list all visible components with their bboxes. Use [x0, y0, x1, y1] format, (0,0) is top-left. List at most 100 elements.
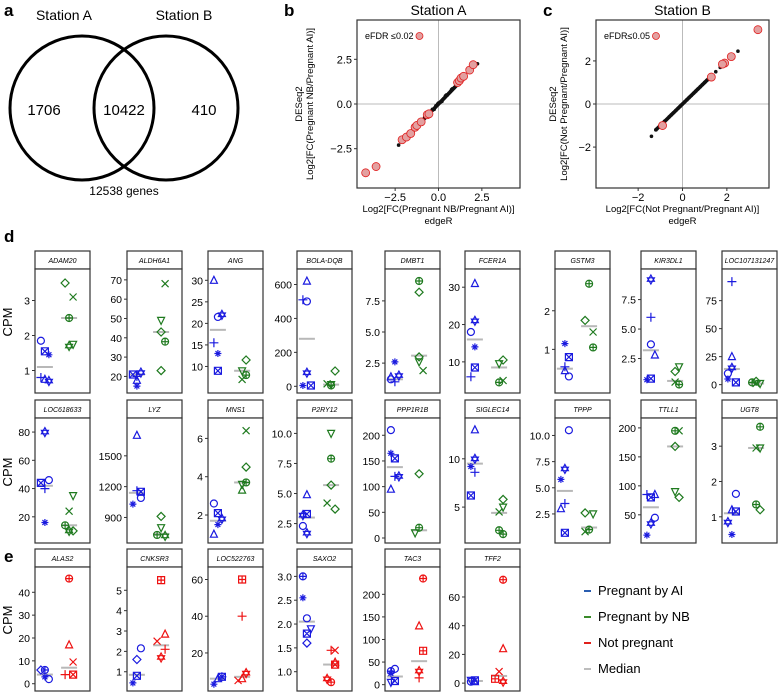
data-point-star	[298, 509, 308, 521]
y-tick-label: 20	[18, 633, 30, 645]
data-point-circle	[136, 644, 146, 653]
data-point-asterisk	[129, 500, 137, 508]
data-point-triangle	[650, 489, 660, 499]
data-point-boxed-plus	[419, 646, 428, 655]
data-point-star	[322, 673, 332, 685]
data-point-plus	[414, 673, 424, 683]
significant-point	[468, 60, 478, 70]
dotplot-panel-adam20: ADAM20 1 2 3	[24, 250, 91, 394]
gene-name: CNKSR3	[140, 556, 169, 563]
venn-count-right-only: 410	[191, 102, 216, 119]
legend-swatch	[584, 668, 591, 670]
data-point-asterisk	[41, 673, 49, 681]
significant-point	[753, 25, 763, 35]
data-point-star	[217, 513, 227, 525]
y-tick-label: 60	[110, 294, 122, 306]
data-point-asterisk	[391, 358, 399, 366]
data-point-diamond	[241, 355, 251, 365]
data-point-diamond	[414, 352, 424, 362]
data-point-triangle	[160, 628, 170, 638]
data-point-cross	[752, 444, 761, 452]
legend-item-ai: Pregnant by AI	[584, 583, 683, 598]
plot-frame	[126, 566, 183, 692]
legend-item-median: Median	[584, 661, 641, 676]
y-tick-label: 2	[711, 477, 717, 489]
data-point-diamond	[36, 665, 46, 675]
data-point-boxed-plus	[238, 575, 247, 584]
dotplot-panel-dmbt1: DMBT1 2.5 5.0 7.5	[365, 250, 441, 394]
y-tick-label: 150	[618, 452, 636, 464]
data-point-triangle	[132, 429, 142, 439]
y-axis-label-method: DESeq2	[294, 86, 305, 121]
data-point-star	[64, 340, 74, 352]
data-point-circle	[564, 426, 574, 435]
y-tick-label: 2.0	[277, 619, 292, 631]
data-point-cross	[419, 366, 428, 375]
data-point-asterisk	[214, 350, 222, 357]
data-point-triangle	[556, 503, 566, 513]
gene-name: FCER1A	[479, 258, 507, 265]
y-tick-label: 3	[24, 296, 30, 308]
data-point-triangle	[414, 620, 424, 630]
data-point-cross	[589, 328, 598, 336]
dotplot-panel-alas2: ALAS2 0 10 20 30 40	[18, 548, 91, 692]
y-tick-label: 20	[110, 371, 122, 383]
data-point-star	[241, 667, 251, 679]
y-tick-label: 2.5	[277, 519, 292, 531]
y-tick-label: 25	[191, 297, 203, 309]
data-point-cross	[153, 637, 162, 646]
plot-frame	[464, 417, 521, 544]
data-point-diamond	[241, 462, 251, 472]
panel-label-e: e	[4, 547, 13, 566]
venn-count-left-only: 1706	[27, 102, 60, 119]
data-point-asterisk	[129, 679, 137, 687]
data-point-diamond	[498, 355, 508, 365]
legend-swatch	[584, 590, 591, 592]
data-point-triangle	[498, 643, 508, 653]
y-tick-label: 40	[191, 611, 203, 623]
significant-point	[459, 71, 469, 81]
dotplot-panel-ang: ANG 10 15 20 25 30	[191, 250, 264, 394]
plot-frame	[296, 566, 353, 692]
y-tick-label: 40	[110, 333, 122, 345]
y-tick-label: 2.5	[337, 54, 352, 66]
dotplot-panel-tppp: TPPP 2.5 5.0 7.5 10.0	[530, 399, 611, 544]
data-point-circle-plus	[40, 665, 50, 675]
y-tick-label: −2.5	[330, 144, 352, 156]
data-point-circle-plus	[499, 530, 508, 539]
x-tick-label: −2	[632, 192, 645, 204]
data-point-asterisk	[133, 382, 141, 390]
data-point-plus	[560, 499, 570, 508]
median-line	[411, 660, 428, 663]
x-axis-label: Log2[FC(Pregnant NB/Pregnant AI)]	[362, 204, 514, 215]
data-point-down-triangle	[156, 524, 166, 534]
data-point-down-triangle	[68, 492, 78, 501]
y-tick-label: 200	[274, 347, 292, 359]
data-point-cross	[495, 507, 504, 516]
venn-total: 12538 genes	[89, 184, 158, 198]
y-tick-label: 20	[448, 649, 460, 661]
y-tick-label: 7.5	[365, 296, 380, 308]
dotplot-panel-bola-dqb: BOLA-DQB 0 200 400 600	[274, 250, 353, 394]
data-point-circle-plus	[499, 575, 508, 584]
data-point-diamond	[326, 480, 336, 490]
y-tick-label: 50	[624, 510, 636, 522]
dotplot-panel-ttll1: TTLL1 50 100 150 200	[618, 399, 697, 544]
dotplot-panel-lyz: LYZ 900 1200 1500	[99, 399, 183, 544]
legend-marker	[652, 32, 660, 40]
median-line	[466, 338, 483, 341]
dotplot-panel-kir3dl1: KIR3DL1 2.5 5.0 7.5	[621, 250, 697, 394]
median-line	[386, 675, 403, 678]
data-point-circle	[209, 499, 219, 508]
y-tick-label: 1500	[99, 451, 123, 463]
y-tick-label: 600	[274, 279, 292, 291]
legend-label: Pregnant by NB	[598, 609, 690, 624]
y-tick-label: 0	[24, 679, 30, 691]
y-tick-label: 0	[454, 678, 460, 690]
median-line	[642, 506, 659, 509]
venn-circle-station-b	[92, 34, 240, 182]
y-axis-label: Log2[FC(Pregnant NB/Pregnant AI)]	[305, 28, 316, 180]
data-point-asterisk	[41, 519, 49, 526]
y-tick-label: 3	[711, 441, 717, 453]
